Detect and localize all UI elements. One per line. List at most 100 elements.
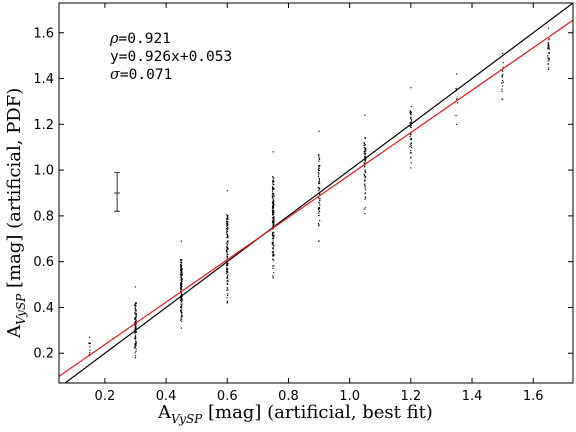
data-point (272, 214, 274, 216)
data-point (318, 225, 320, 227)
data-point (272, 222, 274, 224)
data-point (181, 299, 183, 302)
data-point (273, 206, 275, 209)
data-point (226, 233, 228, 235)
data-point (89, 346, 91, 348)
data-point (363, 151, 365, 153)
data-point (226, 264, 229, 266)
data-point (180, 267, 182, 269)
x-tick-label: 0.2 (95, 389, 116, 404)
data-point (226, 218, 228, 220)
data-point (180, 258, 182, 261)
data-point (272, 239, 274, 241)
data-point (226, 276, 228, 279)
data-point (410, 126, 412, 128)
data-point (272, 265, 274, 267)
x-tick-label: 1.6 (523, 389, 544, 404)
data-point (273, 245, 275, 247)
data-point (363, 163, 365, 165)
data-point (317, 214, 319, 217)
data-point (180, 297, 182, 299)
data-point (272, 191, 274, 193)
data-point (501, 69, 503, 71)
data-point (271, 210, 274, 212)
data-point (272, 241, 274, 243)
data-point (180, 282, 182, 285)
data-point (318, 182, 320, 184)
data-point (226, 257, 228, 259)
data-point (272, 235, 274, 237)
data-point (134, 338, 136, 340)
data-point (226, 246, 229, 248)
data-point (180, 278, 183, 280)
data-point (272, 236, 274, 238)
data-point (364, 192, 366, 194)
data-point (180, 317, 182, 319)
data-point (226, 190, 228, 192)
y-tick-label: 0.4 (33, 301, 54, 316)
data-point (548, 46, 550, 48)
data-point (180, 316, 183, 318)
data-point (272, 217, 274, 219)
data-point (181, 288, 183, 290)
data-point (272, 179, 274, 181)
data-point (501, 76, 503, 78)
data-point (179, 266, 182, 268)
data-point (547, 67, 550, 69)
data-point (364, 153, 366, 155)
data-point (273, 187, 275, 189)
data-point (135, 348, 137, 350)
data-point (318, 174, 320, 176)
data-point (226, 236, 229, 239)
data-point (227, 216, 229, 218)
data-point (134, 317, 136, 319)
data-point (318, 165, 320, 167)
annotation-block: ρ=0.921 y=0.926x+0.053 σ=0.071 (109, 31, 232, 83)
data-point (501, 82, 503, 84)
data-point (89, 342, 91, 344)
data-point (547, 63, 549, 65)
data-point (226, 263, 228, 265)
data-point (410, 149, 412, 152)
data-point (134, 327, 136, 330)
y-tick-label: 0.2 (33, 347, 54, 362)
data-point (227, 277, 229, 279)
data-point (318, 178, 321, 180)
data-point (227, 247, 229, 250)
data-point (318, 165, 321, 167)
data-point (363, 184, 365, 186)
data-point (134, 307, 136, 309)
data-point (135, 327, 137, 330)
data-point (273, 203, 275, 205)
data-point (364, 165, 366, 167)
data-point (409, 110, 411, 112)
data-point (364, 169, 366, 171)
data-point (410, 142, 413, 144)
fit-line (59, 19, 573, 377)
data-point (181, 318, 183, 320)
data-point (272, 277, 274, 279)
data-point (227, 263, 229, 265)
data-point (226, 221, 228, 223)
data-point (364, 197, 367, 199)
data-point (180, 268, 182, 270)
data-point (363, 174, 366, 176)
data-point (501, 75, 503, 77)
data-point (502, 70, 504, 72)
data-point (226, 275, 229, 277)
data-point (364, 198, 366, 200)
data-point (272, 225, 274, 227)
data-point (227, 235, 229, 237)
data-point (225, 265, 228, 267)
data-point (272, 208, 274, 210)
data-point (273, 232, 275, 234)
data-point (225, 249, 228, 251)
data-point (272, 237, 274, 240)
data-point (227, 215, 229, 217)
data-point (227, 227, 229, 229)
data-point (548, 43, 550, 45)
data-point (410, 111, 412, 113)
data-point (135, 342, 137, 344)
data-point (134, 286, 137, 288)
data-point (273, 196, 275, 198)
